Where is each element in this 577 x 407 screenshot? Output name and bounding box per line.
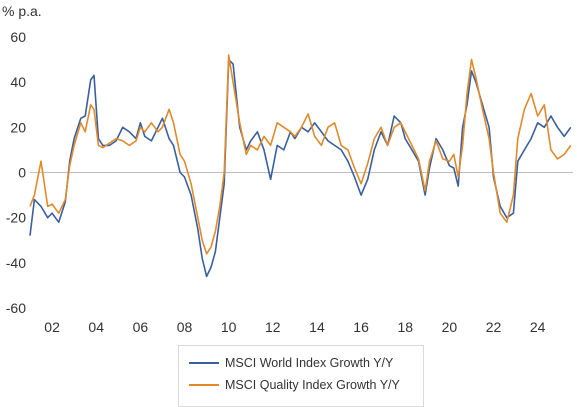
series-line-0 [29, 58, 572, 278]
series-line-1 [29, 54, 572, 255]
x-tick-label: 14 [309, 319, 325, 335]
x-tick-label: 02 [44, 319, 60, 335]
legend-item-quality: MSCI Quality Index Growth Y/Y [189, 378, 400, 392]
x-tick-label: 12 [265, 319, 281, 335]
x-tick-label: 24 [530, 319, 546, 335]
x-tick-label: 20 [442, 319, 458, 335]
legend-label-quality: MSCI Quality Index Growth Y/Y [225, 378, 400, 392]
y-axis-label: % p.a. [2, 3, 42, 19]
y-tick-label: 0 [18, 165, 26, 181]
x-tick-label: 22 [486, 319, 502, 335]
x-tick-label: 04 [88, 319, 104, 335]
x-tick-label: 06 [133, 319, 149, 335]
y-tick-label: 60 [10, 29, 26, 45]
y-tick-label: 40 [10, 74, 26, 90]
legend-item-world: MSCI World Index Growth Y/Y [189, 356, 393, 370]
y-tick-label: -40 [6, 255, 26, 271]
y-tick-label: 20 [10, 119, 26, 135]
y-tick-label: -20 [6, 210, 26, 226]
x-tick-label: 16 [353, 319, 369, 335]
x-tick-label: 18 [397, 319, 413, 335]
legend-label-world: MSCI World Index Growth Y/Y [225, 356, 394, 370]
y-tick-label: -60 [6, 300, 26, 316]
x-tick-label: 10 [221, 319, 237, 335]
x-tick-label: 08 [177, 319, 193, 335]
legend: MSCI World Index Growth Y/Y MSCI Quality… [178, 345, 424, 407]
legend-swatch-world [189, 362, 219, 364]
legend-swatch-quality [189, 384, 219, 386]
